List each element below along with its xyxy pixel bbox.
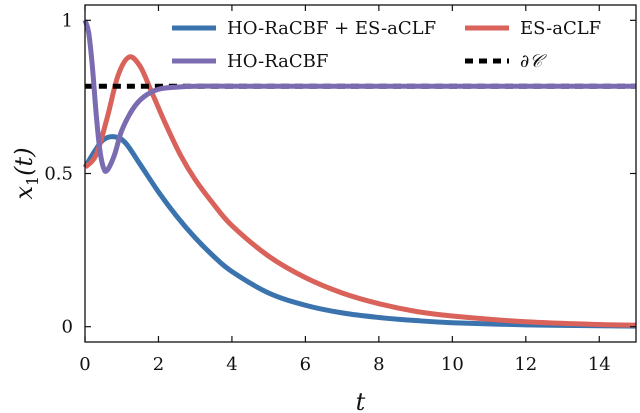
series-line-1 — [83, 54, 637, 328]
x-tick-label: 0 — [79, 354, 90, 375]
x-tick-label: 4 — [226, 354, 237, 375]
legend: HO-RaCBF + ES-aCLF ES-aCLF HO-RaCBF ∂𝒞 — [172, 18, 601, 72]
y-axis-label: x1(t) — [10, 147, 42, 199]
y-tick-label: 0 — [62, 317, 73, 338]
plot-lines — [82, 19, 637, 329]
x-tick-label: 6 — [300, 354, 311, 375]
y-axis-label-text: x1(t) — [10, 147, 42, 199]
x-axis-label: t — [356, 388, 366, 413]
legend-label: ∂𝒞 — [520, 51, 547, 72]
x-tick-label: 2 — [153, 354, 164, 375]
series-line-2 — [82, 19, 636, 174]
x-tick-label: 14 — [588, 354, 611, 375]
plot-frame — [84, 4, 637, 343]
legend-label: ES-aCLF — [520, 18, 601, 39]
legend-label: HO-RaCBF + ES-aCLF — [227, 18, 436, 39]
ticks: 0 2 4 6 8 10 12 14 0 0.5 1 — [44, 5, 636, 375]
x-tick-label: 12 — [514, 354, 537, 375]
y-tick-label: 1 — [62, 10, 73, 31]
series-line-0 — [82, 134, 637, 329]
y-tick-label: 0.5 — [44, 164, 73, 185]
x-tick-label: 8 — [373, 354, 384, 375]
x-tick-label: 10 — [441, 354, 464, 375]
legend-label: HO-RaCBF — [227, 51, 328, 72]
